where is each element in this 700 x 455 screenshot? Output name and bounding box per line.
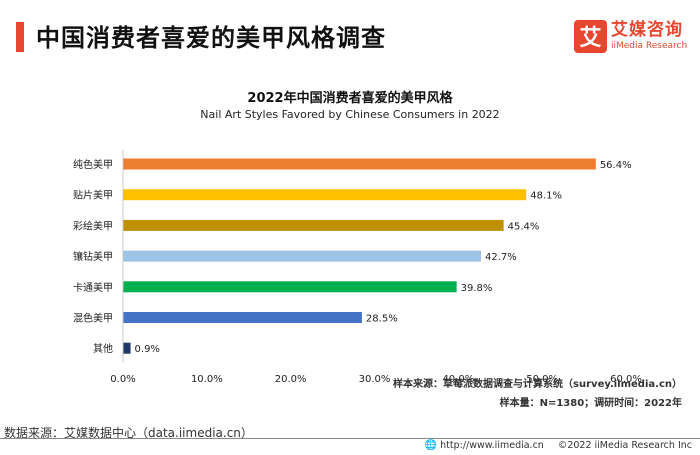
title-accent-bar: [16, 22, 24, 52]
bar: [123, 312, 362, 323]
x-tick-label: 20.0%: [275, 374, 307, 385]
x-tick-label: 60.0%: [610, 374, 642, 385]
chart-subtitle: Nail Art Styles Favored by Chinese Consu…: [200, 108, 500, 121]
category-label: 卡通美甲: [73, 281, 113, 294]
category-label: 镶钻美甲: [73, 250, 113, 263]
page-title: 中国消费者喜爱的美甲风格调查: [36, 24, 386, 52]
data-source: 数据来源：艾媒数据中心（data.iimedia.cn）: [4, 426, 253, 440]
bar-chart: 纯色美甲 56.4% 贴片美甲 48.1% 彩绘美甲 45.4% 镶钻美甲 42.7% 卡通美甲…: [73, 150, 642, 385]
data-label: 39.8%: [461, 283, 493, 294]
x-tick-label: 50.0%: [526, 374, 558, 385]
category-label: 混色美甲: [73, 312, 113, 325]
footer-copyright: ©2022 iiMedia Research Inc: [557, 440, 692, 451]
logo-badge: 艾: [574, 19, 607, 53]
x-tick-label: 30.0%: [359, 374, 391, 385]
category-label: 贴片美甲: [73, 189, 113, 202]
data-label: 0.9%: [135, 344, 160, 355]
bar: [123, 342, 131, 354]
x-tick-label: 10.0%: [191, 374, 223, 385]
category-label: 彩绘美甲: [73, 219, 113, 232]
sample-source-note: 样本来源：草莓派数据调查与计算系统（survey.iimedia.cn）: [393, 379, 682, 390]
footer-url[interactable]: http://www.iimedia.cn: [440, 440, 544, 451]
sample-size-note: 样本量：N=1380；调研时间：2022年: [499, 398, 682, 409]
logo-cn-text: 艾媒咨询: [611, 19, 683, 40]
bar: [123, 250, 481, 262]
data-label: 42.7%: [485, 252, 517, 263]
category-label: 纯色美甲: [73, 158, 113, 171]
data-label: 45.4%: [508, 221, 540, 232]
x-tick-label: 0.0%: [110, 374, 135, 385]
data-label: 56.4%: [600, 160, 632, 171]
data-label: 28.5%: [366, 314, 398, 325]
bar: [123, 219, 504, 231]
iimedia-logo: 艾 艾媒咨询 iiMedia Research: [574, 18, 687, 54]
x-tick-label: 40.0%: [442, 374, 474, 385]
chart-title: 2022年中国消费者喜爱的美甲风格: [247, 91, 453, 106]
data-label: 48.1%: [530, 191, 562, 202]
footer-info: 🌐 http://www.iimedia.cn ©2022 iiMedia Re…: [425, 440, 692, 451]
bar: [123, 189, 527, 201]
footer-divider: [0, 438, 700, 439]
globe-icon: 🌐: [424, 440, 438, 451]
bar: [123, 281, 457, 293]
bar: [123, 158, 596, 170]
category-label: 其他: [93, 342, 113, 355]
logo-en-text: iiMedia Research: [611, 40, 688, 51]
